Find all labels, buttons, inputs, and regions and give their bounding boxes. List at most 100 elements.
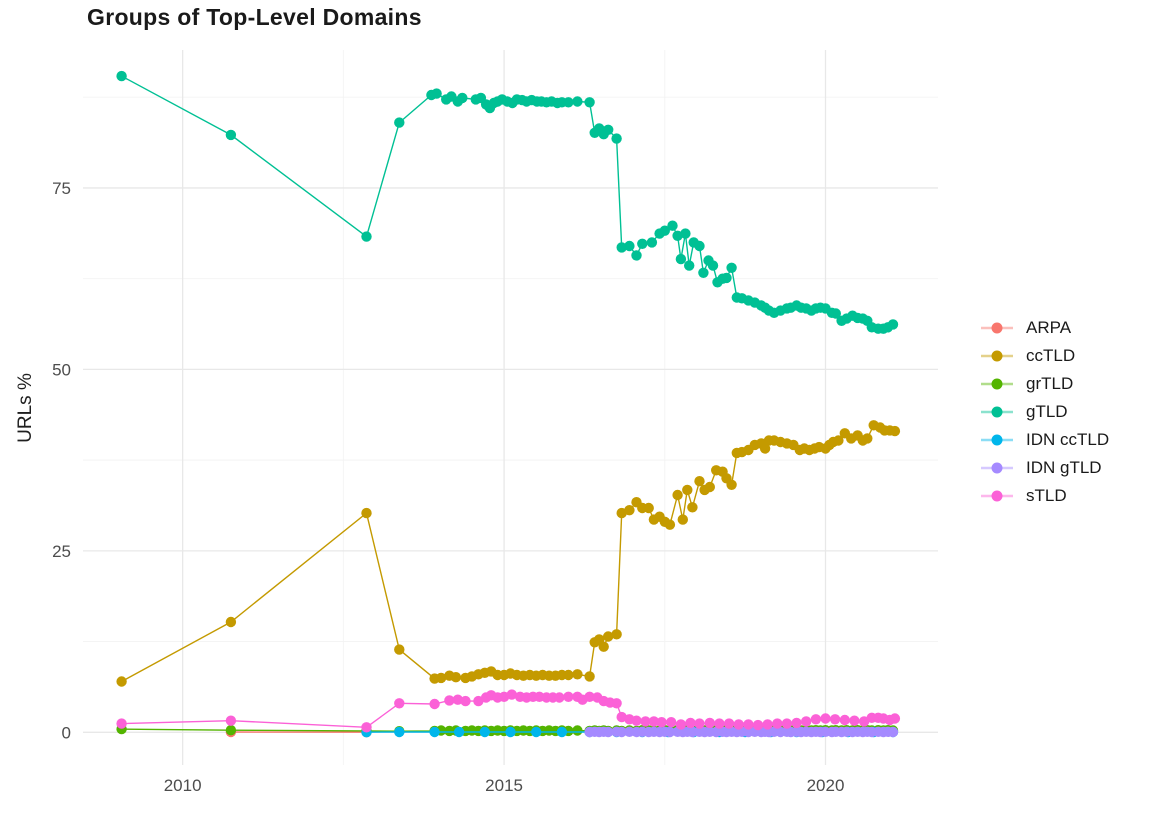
data-point [637,238,648,249]
data-point [721,272,732,284]
data-point [791,717,802,729]
data-point [726,262,737,273]
legend-item-ARPA: ARPA [980,317,1109,338]
data-point [453,726,465,738]
data-point [554,692,565,703]
series-points-IDN-gTLD [584,726,899,738]
data-point [862,433,873,444]
data-point [752,719,764,731]
data-point [830,308,841,319]
legend-label: IDN gTLD [1026,457,1102,477]
legend-key-icon [981,490,1013,501]
x-tick-label: 2015 [485,776,523,795]
legend-item-sTLD: sTLD [980,485,1109,506]
data-point [682,484,693,496]
data-point [743,719,754,730]
data-point [889,713,901,724]
data-point [704,717,715,729]
data-point [572,669,583,680]
data-point [556,726,568,738]
data-point [685,717,696,729]
data-point [733,719,744,730]
series-points-ccTLD [116,420,901,687]
y-tick-label: 50 [52,360,71,379]
series-line-gTLD [121,75,894,330]
data-point [659,225,670,236]
data-point [889,425,901,437]
data-point [624,240,635,252]
data-point [460,695,471,707]
y-tick-label: 75 [52,179,71,198]
data-point [648,716,660,727]
data-point [563,97,574,108]
data-point [431,88,442,99]
legend-key-icon [981,350,1013,361]
series-points-sTLD [116,689,901,733]
data-point [444,695,455,706]
data-point [225,715,237,726]
data-point [394,698,405,709]
data-point [704,481,715,493]
data-point [394,117,405,128]
legend-label: ccTLD [1026,345,1076,365]
data-point [801,716,812,727]
chart-title: Groups of Top-Level Domains [87,4,422,30]
data-point [675,253,687,265]
data-point [457,92,468,104]
data-point [781,718,793,729]
data-point [646,237,658,248]
data-point [225,725,237,736]
data-point [116,718,127,729]
data-point [680,228,691,239]
y-axis-title: URLs % [15,373,36,443]
data-point [759,443,771,454]
data-point [664,726,676,738]
data-point [531,726,542,738]
data-point [429,726,440,738]
data-point [563,691,574,702]
data-point [656,717,667,728]
data-point [666,717,677,728]
data-point [726,479,737,490]
data-point [584,671,595,682]
data-point [772,718,783,729]
legend-key-icon [981,462,1013,473]
data-point [361,722,372,733]
data-point [603,726,614,738]
data-point [116,676,127,687]
data-point [694,476,705,487]
legend-item-gTLD: gTLD [980,401,1109,422]
data-point [887,726,899,738]
data-point [225,616,237,628]
data-point [584,691,595,702]
data-point [572,96,583,107]
data-point [394,726,405,738]
data-point [479,726,490,738]
data-point [603,124,614,135]
data-point [829,714,841,725]
data-point [698,267,709,278]
legend-item-IDN-ccTLD: IDN ccTLD [980,429,1109,450]
data-point [450,672,462,683]
data-point [839,714,850,726]
data-point [505,726,516,738]
x-tick-label: 2010 [164,776,202,795]
data-point [762,719,773,730]
legend-label: gTLD [1026,401,1068,421]
data-point [361,507,372,519]
data-point [603,631,614,642]
legend-label: sTLD [1026,485,1067,505]
data-point [672,489,683,501]
data-point [611,629,622,640]
data-point [452,694,463,705]
data-point [684,260,695,271]
x-tick-label: 2020 [807,776,845,795]
data-point [506,689,517,700]
data-point [394,644,405,655]
data-point [116,70,127,82]
legend-item-IDN-gTLD: IDN gTLD [980,457,1109,478]
data-point [611,133,622,144]
data-point [435,672,447,684]
data-point [714,718,725,729]
data-point [694,240,705,252]
